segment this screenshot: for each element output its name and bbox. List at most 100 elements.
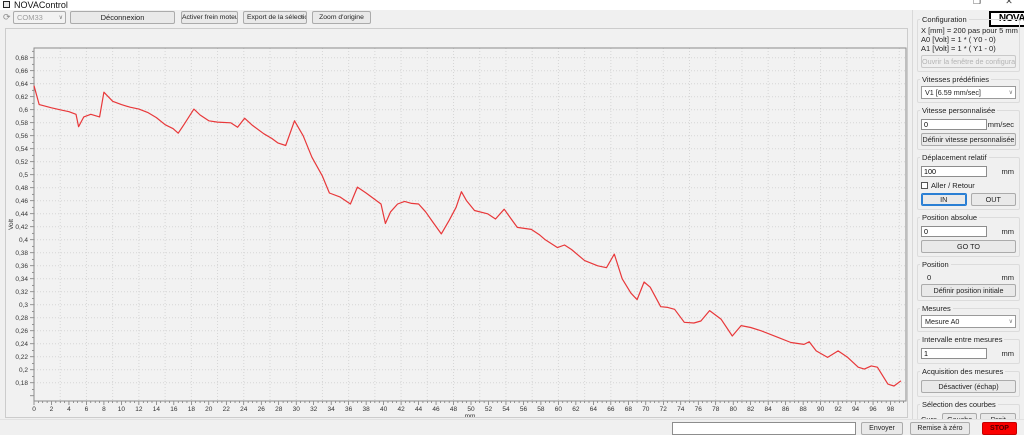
svg-text:mm: mm [465,413,476,417]
svg-text:0,26: 0,26 [15,328,28,335]
svg-text:18: 18 [188,406,196,413]
svg-text:0,64: 0,64 [15,81,28,88]
svg-text:82: 82 [747,406,755,413]
svg-text:80: 80 [730,406,738,413]
export-selection-label: Export de la sélection [247,14,307,21]
svg-text:0,44: 0,44 [15,211,28,218]
svg-text:0,58: 0,58 [15,120,28,127]
measures-group: Mesures Mesure A0 ∨ [917,304,1020,332]
svg-text:90: 90 [817,406,825,413]
svg-text:6: 6 [85,406,89,413]
title-bar: NOVAControl ❐ ✕ [0,0,1024,10]
bottom-bar: Envoyer Remise à zéro STOP [0,419,1024,435]
export-selection-dropdown[interactable]: Export de la sélection ∨ [243,11,307,24]
go-to-button[interactable]: GO TO [921,240,1016,253]
custom-speed-unit: mm/sec [987,120,1014,129]
restore-window-icon[interactable]: ❐ [972,0,982,6]
acquisition-label: Acquisition des mesures [920,367,1006,376]
svg-text:0,68: 0,68 [15,55,28,62]
svg-text:62: 62 [572,406,580,413]
chevron-down-icon: ∨ [299,15,304,21]
svg-text:84: 84 [765,406,773,413]
speed-select[interactable]: V1 [6.59 mm/sec] ∨ [921,86,1016,99]
sidebar: NOVA Configuration X [mm] = 200 pas pour… [912,10,1024,430]
predefined-speeds-group: Vitesses prédéfinies V1 [6.59 mm/sec] ∨ [917,75,1020,103]
interval-group: Intervalle entre mesures mm [917,335,1020,364]
svg-text:24: 24 [240,406,248,413]
command-input[interactable] [672,422,856,435]
com-port-value: COM33 [17,13,43,22]
svg-text:98: 98 [887,406,895,413]
svg-text:0,36: 0,36 [15,263,28,270]
svg-text:86: 86 [782,406,790,413]
deactivate-acquisition-button[interactable]: Désactiver (échap) [921,380,1016,393]
svg-text:0,4: 0,4 [19,237,28,244]
com-port-select[interactable]: COM33 ∨ [13,11,66,24]
position-group: Position 0 mm Définir position initiale [917,260,1020,301]
svg-text:0,28: 0,28 [15,315,28,322]
set-initial-position-button[interactable]: Définir position initiale [921,284,1016,297]
configuration-group: Configuration X [mm] = 200 pas pour 5 mm… [917,15,1020,72]
svg-text:12: 12 [135,406,143,413]
custom-speed-label: Vitesse personnalisée [920,106,998,115]
reset-button[interactable]: Remise à zéro [910,422,970,435]
svg-text:0,46: 0,46 [15,198,28,205]
interval-label: Intervalle entre mesures [920,335,1005,344]
stop-button[interactable]: STOP [982,422,1017,435]
window-title: NOVAControl [14,0,68,10]
interval-input[interactable] [921,348,987,359]
svg-text:94: 94 [852,406,860,413]
svg-text:70: 70 [642,406,650,413]
motor-brake-button[interactable]: Activer frein moteur [181,11,238,24]
svg-text:60: 60 [555,406,563,413]
svg-text:54: 54 [502,406,510,413]
round-trip-label: Aller / Retour [931,181,975,190]
relative-move-input[interactable] [921,166,987,177]
absolute-position-label: Position absolue [920,213,980,222]
svg-text:0,38: 0,38 [15,250,28,257]
toolbar: ⟳ COM33 ∨ Déconnexion Activer frein mote… [0,11,908,26]
svg-text:0,34: 0,34 [15,276,28,283]
svg-text:4: 4 [67,406,71,413]
relative-move-unit: mm [1001,167,1015,176]
svg-text:56: 56 [520,406,528,413]
zoom-origin-button[interactable]: Zoom d'origine [312,11,371,24]
svg-text:28: 28 [275,406,283,413]
svg-text:0,62: 0,62 [15,94,28,101]
svg-text:92: 92 [834,406,842,413]
out-button[interactable]: OUT [970,193,1016,206]
svg-text:0,22: 0,22 [15,354,28,361]
in-button[interactable]: IN [921,193,967,206]
svg-text:46: 46 [432,406,440,413]
svg-text:0,42: 0,42 [15,224,28,231]
refresh-icon[interactable]: ⟳ [3,12,11,22]
close-window-icon[interactable]: ✕ [1005,0,1013,6]
svg-text:40: 40 [380,406,388,413]
set-custom-speed-button[interactable]: Définir vitesse personnalisée [921,133,1016,146]
config-a1-line: A1 [Volt] = 1 * ( Y1 - 0) [921,44,996,53]
app-icon [3,1,10,8]
svg-text:74: 74 [677,406,685,413]
svg-text:30: 30 [293,406,301,413]
acquisition-group: Acquisition des mesures Désactiver (écha… [917,367,1020,397]
svg-text:48: 48 [450,406,458,413]
position-label: Position [920,260,951,269]
svg-text:88: 88 [800,406,808,413]
absolute-position-input[interactable] [921,226,987,237]
measurement-chart[interactable]: 0 2 4 6 8 10 12 14 16 18 20 22 24 26 28 30 32 34 36 38 40 42 4… [6,29,907,420]
absolute-position-group: Position absolue mm GO TO [917,213,1020,257]
svg-text:78: 78 [712,406,720,413]
send-button[interactable]: Envoyer [861,422,903,435]
svg-text:10: 10 [118,406,126,413]
curve-selection-label: Sélection des courbes [920,400,998,409]
config-x-line: X [mm] = 200 pas pour 5 mm [921,26,1018,35]
measure-select[interactable]: Mesure A0 ∨ [921,315,1016,328]
disconnect-button[interactable]: Déconnexion [70,11,175,24]
round-trip-checkbox[interactable] [921,182,928,189]
svg-text:20: 20 [205,406,213,413]
svg-text:44: 44 [415,406,423,413]
custom-speed-input[interactable] [921,119,987,130]
measure-select-value: Mesure A0 [925,317,960,326]
svg-text:2: 2 [50,406,54,413]
custom-speed-group: Vitesse personnalisée mm/sec Définir vit… [917,106,1020,150]
